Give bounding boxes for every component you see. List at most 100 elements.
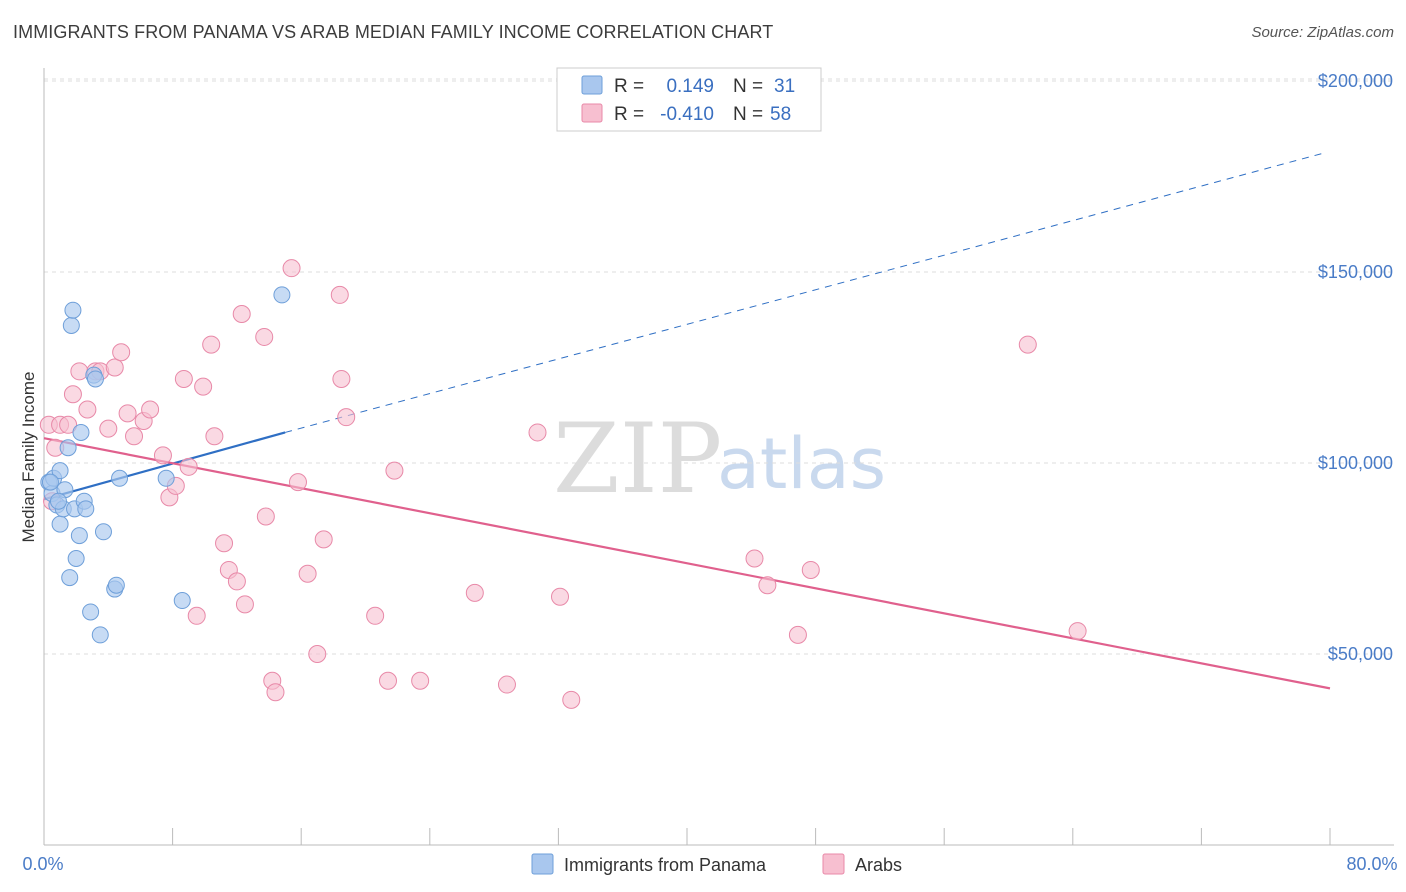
- y-tick-label: $150,000: [1318, 262, 1393, 282]
- chart-title: IMMIGRANTS FROM PANAMA VS ARAB MEDIAN FA…: [13, 22, 774, 42]
- arab-point: [801, 560, 820, 579]
- arab-point: [118, 404, 137, 423]
- arab-point: [194, 377, 213, 396]
- arab-point: [298, 564, 317, 583]
- gridlines: [44, 78, 1394, 655]
- x-tick-label-min: 0.0%: [22, 854, 63, 874]
- arab-point: [179, 457, 198, 476]
- stats-legend: R = 0.149 N = 31 R = -0.410 N = 58: [556, 67, 822, 132]
- arab-point: [465, 583, 484, 602]
- arab-points: [39, 259, 1087, 709]
- arab-point: [758, 576, 777, 595]
- x-tick-label-max: 80.0%: [1346, 854, 1397, 874]
- trend-line-panama-extrapolated: [284, 153, 1323, 433]
- arab-point: [332, 369, 351, 388]
- arab-point: [282, 259, 301, 278]
- arab-point: [1068, 622, 1087, 641]
- arab-point: [562, 690, 581, 709]
- bottom-legend-label-arab: Arabs: [855, 855, 902, 875]
- arab-point: [105, 358, 124, 377]
- source-credit: Source: ZipAtlas.com: [1251, 24, 1394, 41]
- arab-point: [153, 446, 172, 465]
- panama-point: [51, 515, 69, 533]
- arab-point: [232, 305, 251, 324]
- arab-point: [202, 335, 221, 354]
- panama-point: [173, 592, 191, 610]
- panama-point: [64, 301, 82, 319]
- panama-point: [51, 462, 69, 480]
- panama-point: [273, 286, 291, 304]
- arab-point: [256, 507, 275, 526]
- y-tick-labels: $50,000 $100,000 $150,000 $200,000: [1318, 71, 1393, 664]
- legend-n-value-arab: 58: [770, 104, 791, 125]
- arab-point: [59, 415, 78, 434]
- arab-point: [266, 683, 285, 702]
- watermark-zip: ZIP: [553, 403, 722, 515]
- arab-point: [788, 625, 807, 644]
- arab-point: [70, 362, 89, 381]
- panama-point: [61, 569, 79, 587]
- bottom-legend-swatch-arab: [822, 853, 845, 875]
- legend-n-value-panama: 31: [774, 76, 795, 97]
- panama-point: [94, 523, 112, 541]
- arab-point: [112, 343, 131, 362]
- legend-r-value-arab: -0.410: [660, 104, 714, 125]
- panama-point: [49, 492, 67, 510]
- panama-point: [86, 370, 104, 388]
- legend-r-label-panama: R =: [614, 76, 644, 97]
- panama-point: [62, 316, 80, 334]
- arab-point: [379, 671, 398, 690]
- arab-point: [385, 461, 404, 480]
- arab-point: [99, 419, 118, 438]
- arab-point: [330, 285, 349, 304]
- arab-point: [215, 534, 234, 553]
- legend-n-label-arab: N =: [733, 104, 763, 125]
- legend-swatch-arab: [581, 103, 603, 123]
- panama-point: [111, 469, 129, 487]
- panama-point: [91, 626, 109, 644]
- arab-point: [78, 400, 97, 419]
- axes: [43, 68, 1394, 846]
- arab-point: [497, 675, 516, 694]
- y-axis-title: Median Family Income: [19, 371, 38, 542]
- trend-line-arab: [43, 437, 1331, 690]
- panama-points: [40, 286, 291, 644]
- arab-point: [141, 400, 160, 419]
- legend-r-label-arab: R =: [614, 104, 644, 125]
- panama-point: [107, 576, 125, 594]
- arab-point: [551, 587, 570, 606]
- trend-lines: [43, 153, 1331, 690]
- bottom-legend-swatch-panama: [531, 853, 554, 875]
- arab-point: [174, 369, 193, 388]
- arab-point: [205, 427, 224, 446]
- y-tick-label: $200,000: [1318, 71, 1393, 91]
- panama-point: [41, 473, 59, 491]
- panama-point: [59, 439, 77, 457]
- arab-point: [235, 595, 254, 614]
- y-tick-label: $100,000: [1318, 453, 1393, 473]
- watermark-atlas: atlas: [717, 423, 886, 505]
- panama-point: [77, 500, 95, 518]
- arab-point: [288, 473, 307, 492]
- legend-n-label-panama: N =: [733, 76, 763, 97]
- panama-point: [72, 423, 90, 441]
- arab-point: [314, 530, 333, 549]
- y-tick-label: $50,000: [1328, 644, 1393, 664]
- arab-point: [366, 606, 385, 625]
- arab-point: [337, 408, 356, 427]
- x-ticks: [43, 828, 1331, 845]
- legend-r-value-panama: 0.149: [666, 76, 714, 97]
- arab-point: [1018, 335, 1037, 354]
- arab-point: [255, 327, 274, 346]
- panama-point: [70, 527, 88, 545]
- arab-point: [528, 423, 547, 442]
- panama-point: [67, 550, 85, 567]
- legend-swatch-panama: [581, 75, 603, 95]
- arab-point: [411, 671, 430, 690]
- arab-point: [125, 427, 144, 446]
- arab-point: [63, 385, 82, 404]
- arab-point: [745, 549, 764, 568]
- arab-point: [308, 645, 327, 663]
- panama-point: [82, 603, 100, 621]
